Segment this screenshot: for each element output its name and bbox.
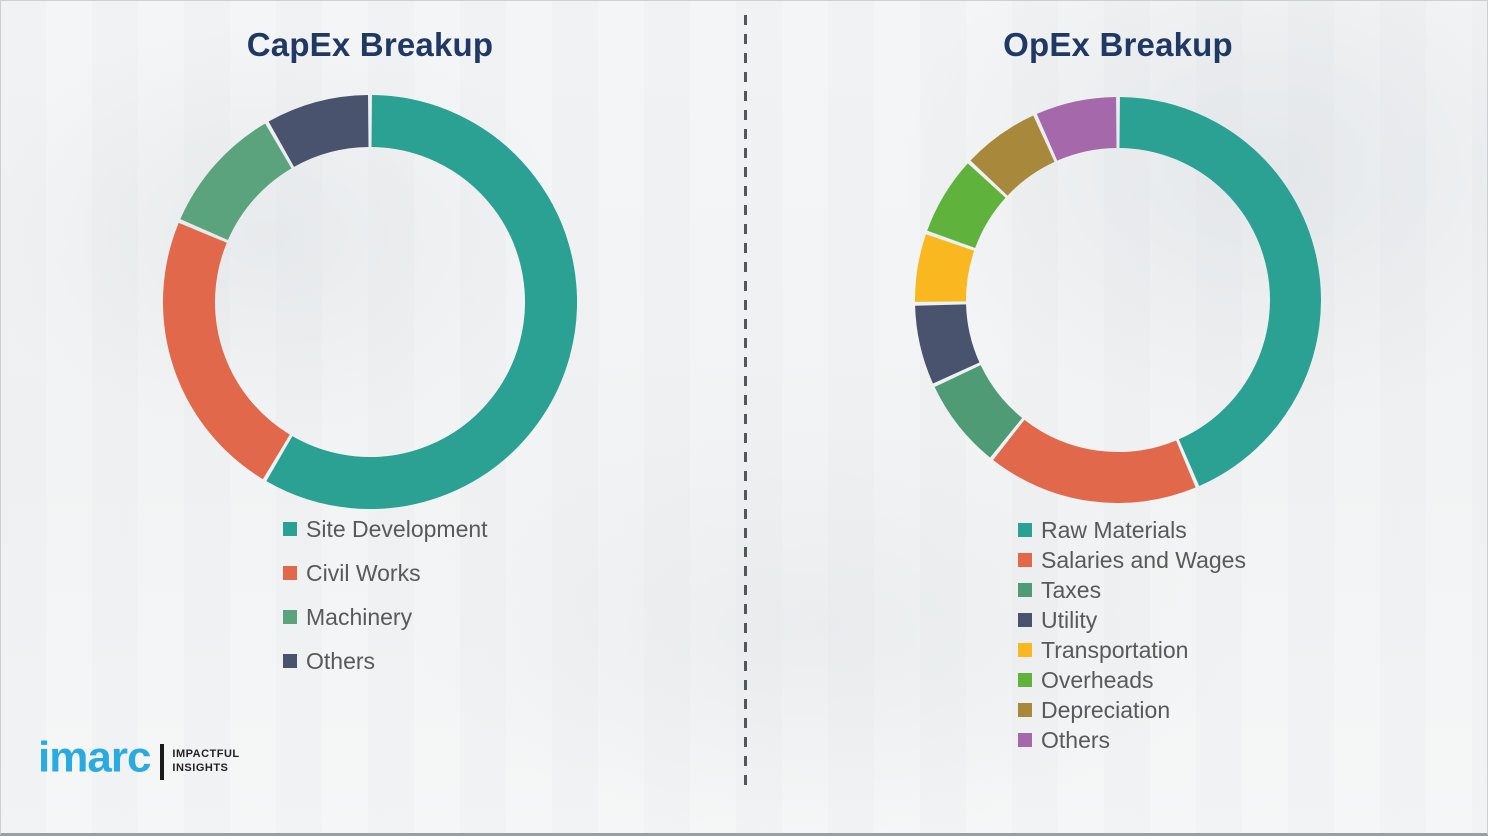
legend-label: Depreciation — [1041, 696, 1171, 723]
legend-swatch-icon — [1018, 733, 1032, 747]
legend-item: Overheads — [1018, 665, 1246, 695]
legend-swatch-icon — [283, 654, 297, 668]
legend-label: Utility — [1041, 606, 1098, 633]
imarc-tagline-line2: INSIGHTS — [172, 762, 229, 774]
legend-swatch-icon — [1018, 523, 1032, 537]
legend-label: Others — [1041, 726, 1111, 753]
donut-segment-transportation — [915, 234, 975, 303]
donut-segment-depreciation — [970, 115, 1056, 197]
legend-label: Site Development — [306, 515, 488, 542]
legend-swatch-icon — [283, 610, 297, 624]
donut-segment-salaries-and-wages — [993, 419, 1196, 503]
legend-item: Machinery — [283, 595, 488, 639]
legend-swatch-icon — [1018, 673, 1032, 687]
legend-item: Taxes — [1018, 575, 1246, 605]
legend-item: Others — [283, 639, 488, 683]
donut-segment-others — [1036, 97, 1118, 161]
legend-swatch-icon — [1018, 613, 1032, 627]
legend-label: Overheads — [1041, 666, 1154, 693]
legend-label: Raw Materials — [1041, 516, 1187, 543]
legend-swatch-icon — [1018, 703, 1032, 717]
donut-segment-overheads — [927, 163, 1006, 249]
capex-chart-title: CapEx Breakup — [246, 26, 494, 63]
legend-item: Depreciation — [1018, 695, 1246, 725]
opex-donut-chart — [915, 97, 1321, 503]
legend-item: Raw Materials — [1018, 515, 1246, 545]
donut-segment-machinery — [180, 123, 293, 241]
legend-item: Site Development — [283, 507, 488, 551]
legend-item: Utility — [1018, 605, 1246, 635]
donut-segment-taxes — [934, 364, 1023, 458]
legend-item: Transportation — [1018, 635, 1246, 665]
imarc-logo-tagline: IMPACTFUL INSIGHTS — [172, 748, 239, 776]
imarc-logo-bar — [160, 744, 165, 780]
imarc-logo-text: imarc — [38, 734, 151, 782]
legend-swatch-icon — [1018, 553, 1032, 567]
legend-label: Machinery — [306, 603, 413, 630]
legend-swatch-icon — [283, 566, 297, 580]
capex-legend: Site Development Civil Works Machinery Othe… — [283, 507, 488, 683]
legend-swatch-icon — [1018, 643, 1032, 657]
donut-segment-raw-materials — [1119, 97, 1321, 487]
legend-item: Civil Works — [283, 551, 488, 595]
opex-legend: Raw Materials Salaries and Wages Taxes Util… — [1018, 515, 1246, 755]
opex-chart-title: OpEx Breakup — [1003, 26, 1233, 63]
dashed-divider — [744, 15, 747, 790]
legend-label: Salaries and Wages — [1041, 546, 1246, 573]
donut-segment-utility — [915, 303, 980, 384]
donut-segment-site-development — [266, 95, 577, 509]
donut-segment-others — [268, 95, 370, 168]
legend-item: Others — [1018, 725, 1246, 755]
imarc-logo: imarc IMPACTFUL INSIGHTS — [38, 736, 240, 780]
donut-segment-civil-works — [163, 222, 291, 480]
capex-donut-chart — [163, 95, 577, 509]
legend-item: Salaries and Wages — [1018, 545, 1246, 575]
legend-label: Civil Works — [306, 559, 421, 586]
legend-swatch-icon — [1018, 583, 1032, 597]
legend-label: Taxes — [1041, 576, 1102, 603]
legend-label: Others — [306, 647, 376, 674]
imarc-tagline-line1: IMPACTFUL — [172, 748, 240, 761]
legend-swatch-icon — [283, 522, 297, 536]
legend-label: Transportation — [1041, 636, 1189, 663]
